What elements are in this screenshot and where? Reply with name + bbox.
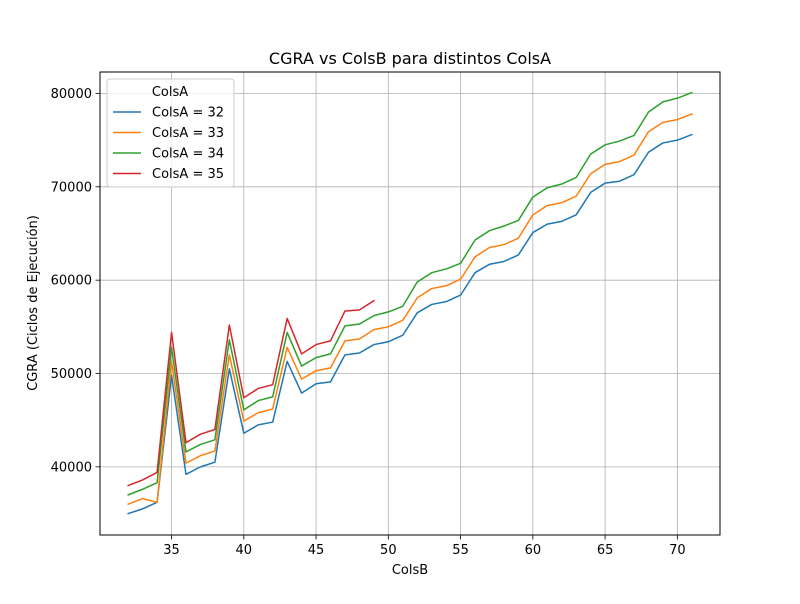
x-tick-label: 70 [669, 543, 686, 558]
series-line-4 [127, 299, 375, 487]
y-tick-label: 50000 [51, 367, 92, 382]
axis-ticks: 35 40 45 50 55 60 65 70 40000 50000 60000 70000 8000… [51, 87, 686, 558]
series-lines [127, 91, 693, 515]
legend-title: ColsA [152, 85, 188, 100]
x-tick-label: 65 [597, 543, 614, 558]
x-tick-label: 50 [380, 543, 397, 558]
chart-title: CGRA vs ColsB para distintos ColsA [269, 49, 551, 68]
y-tick-label: 60000 [51, 274, 92, 289]
series-line-1 [127, 133, 693, 515]
legend-label: ColsA = 32 [152, 106, 224, 121]
legend-label: ColsA = 35 [152, 167, 224, 182]
x-tick-label: 40 [236, 543, 253, 558]
x-tick-label: 60 [525, 543, 542, 558]
legend: ColsA ColsA = 32 ColsA = 33 ColsA = 34 Cols… [106, 78, 235, 188]
series-line-3 [127, 91, 693, 496]
x-tick-label: 45 [308, 543, 325, 558]
x-axis-label: ColsB [392, 563, 428, 578]
legend-box [106, 78, 235, 188]
y-tick-label: 80000 [51, 87, 92, 102]
x-tick-label: 35 [163, 543, 180, 558]
legend-label: ColsA = 34 [152, 147, 224, 162]
y-tick-label: 70000 [51, 180, 92, 195]
series-line-2 [127, 113, 693, 506]
y-axis-label: CGRA (Ciclos de Ejecución) [26, 215, 41, 391]
legend-label: ColsA = 33 [152, 126, 224, 141]
x-tick-label: 55 [452, 543, 469, 558]
grid-lines [100, 72, 720, 535]
plot-frame [99, 71, 721, 536]
y-tick-label: 40000 [51, 460, 92, 475]
